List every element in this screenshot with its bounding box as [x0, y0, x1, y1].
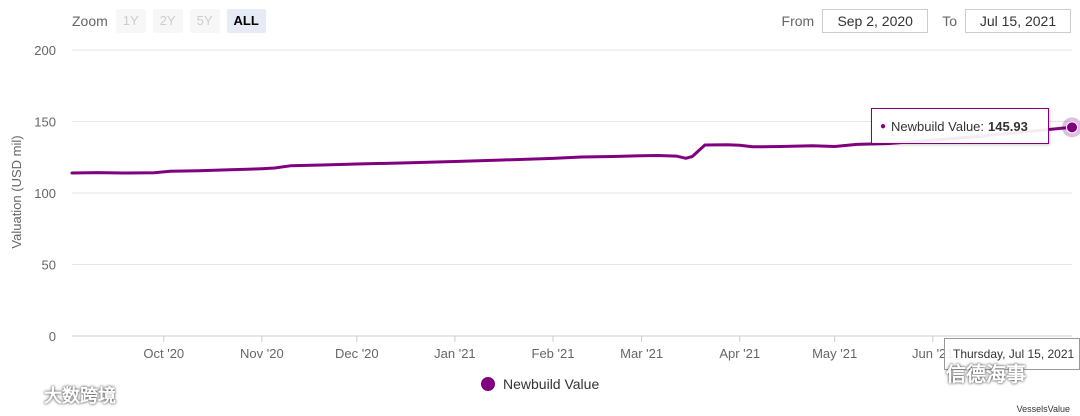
data-tooltip: ● Newbuild Value: 145.93: [871, 108, 1049, 144]
x-tick-label: Oct '20: [143, 346, 184, 361]
x-tick-label: Nov '20: [240, 346, 284, 361]
y-tick-label: 150: [34, 115, 56, 130]
x-tick-label: May '21: [812, 346, 857, 361]
tooltip-value: 145.93: [988, 118, 1028, 134]
to-date-input[interactable]: [965, 9, 1071, 33]
zoom-button-5y[interactable]: 5Y: [189, 9, 220, 33]
x-tick-label: Jan '21: [434, 346, 476, 361]
watermark-logo-icon: [9, 387, 34, 405]
zoom-label: Zoom: [72, 13, 108, 29]
zoom-selector: Zoom 1Y 2Y 5Y ALL: [72, 8, 273, 34]
zoom-button-1y[interactable]: 1Y: [115, 9, 146, 33]
zoom-button-all[interactable]: ALL: [226, 9, 266, 33]
zoom-button-2y[interactable]: 2Y: [152, 9, 183, 33]
x-tick-label: Apr '21: [719, 346, 760, 361]
to-label: To: [942, 13, 957, 29]
chart-credits: VesselsValue: [1016, 404, 1070, 414]
y-tick-label: 50: [42, 258, 56, 273]
data-point-marker: [1066, 121, 1078, 134]
y-tick-label: 0: [49, 329, 56, 344]
tooltip-series-name: Newbuild Value:: [891, 118, 985, 134]
legend-marker-icon: [481, 377, 495, 391]
y-tick-label: 100: [34, 186, 56, 201]
x-tick-label: Mar '21: [620, 346, 663, 361]
date-range-selector: From To: [782, 8, 1071, 34]
watermark-left-text: 大数跨境: [44, 386, 116, 406]
legend-item-newbuild-value[interactable]: Newbuild Value: [481, 376, 599, 392]
from-date-input[interactable]: [822, 9, 929, 33]
x-tick-label: Dec '20: [335, 346, 379, 361]
watermark-left: 大数跨境: [8, 382, 116, 408]
x-tick-label: Jun '21: [912, 346, 954, 361]
x-tick-label: Feb '21: [532, 346, 575, 361]
tooltip-marker-icon: ●: [880, 120, 887, 132]
legend-label: Newbuild Value: [503, 376, 600, 392]
y-tick-label: 200: [34, 43, 56, 58]
wechat-icon: [914, 362, 939, 382]
watermark-right-text: 信德海事: [946, 364, 1026, 386]
from-label: From: [781, 13, 815, 29]
watermark-right: 信德海事: [914, 358, 1026, 387]
y-axis-title: Valuation (USD mil): [9, 135, 24, 248]
series-line-newbuild-value: [70, 125, 1074, 175]
